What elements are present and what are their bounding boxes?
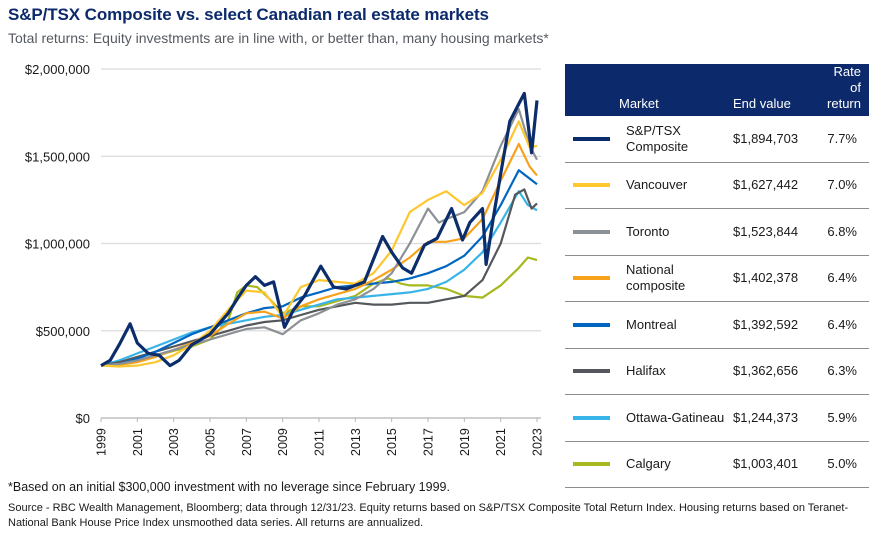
legend-market-ottawa-gatineau: Ottawa-Gatineau [626, 394, 727, 442]
y-tick-label: $1,000,000 [25, 237, 90, 252]
series-line-toronto [100, 108, 538, 367]
legend-end-value: $1,523,844 [727, 208, 821, 256]
source-note: Source - RBC Wealth Management, Bloomber… [8, 502, 849, 529]
series-line-national-composite [100, 142, 538, 367]
series-line-ottawa-gatineau [100, 190, 538, 367]
legend-end-value: $1,003,401 [727, 441, 821, 488]
legend-swatch [565, 116, 627, 163]
legend-row: Toronto $1,523,844 6.8% [565, 208, 869, 256]
legend-header-rate-line1: Rate of [833, 64, 861, 95]
legend-rate: 5.0% [821, 441, 869, 488]
line-chart: $0 $500,000 $1,000,000 $1,500,000 $2,000,000… [25, 62, 545, 456]
x-tick-label: 2003 [167, 428, 181, 456]
legend-table: Market End value Rate of return S&P/TSX C… [565, 64, 869, 488]
legend-row: Ottawa-Gatineau $1,244,373 5.9% [565, 394, 869, 442]
legend-swatch [565, 348, 627, 395]
legend-row: S&P/TSX Composite $1,894,703 7.7% [565, 116, 869, 163]
legend-swatch [565, 301, 627, 349]
legend-header-rate: Rate of return [821, 64, 869, 116]
legend-row: National composite $1,402,378 6.4% [565, 255, 869, 302]
gridlines [101, 68, 541, 419]
series-line-s-p-tsx-composite [100, 91, 539, 368]
line-swatch-icon [573, 415, 610, 420]
series-lines [100, 91, 539, 368]
legend-swatch [565, 208, 627, 256]
legend-header-market: Market [565, 64, 727, 116]
x-tick-label: 2023 [531, 428, 545, 456]
x-tick-label: 2019 [458, 428, 472, 456]
legend-swatch [565, 394, 627, 442]
legend-rate: 7.0% [821, 162, 869, 209]
x-tick-label: 2021 [494, 428, 508, 456]
legend-market-toronto: Toronto [626, 208, 727, 256]
chart-title: S&P/TSX Composite vs. select Canadian re… [8, 5, 489, 24]
legend-end-value: $1,362,656 [727, 348, 821, 395]
x-axis: 1999 2001 2003 2005 2007 2009 2011 2013 2015 2017… [95, 418, 545, 456]
y-tick-label: $500,000 [36, 324, 90, 339]
legend-rate: 6.4% [821, 301, 869, 349]
legend-header-end-value: End value [727, 64, 821, 116]
legend-swatch [565, 441, 627, 488]
y-tick-label: $1,500,000 [25, 149, 90, 164]
legend-row: Halifax $1,362,656 6.3% [565, 348, 869, 395]
legend-header-rate-line2: return [827, 96, 861, 111]
x-tick-label: 2005 [204, 428, 218, 456]
legend-market-halifax: Halifax [626, 348, 727, 395]
legend-market-montreal: Montreal [626, 301, 727, 349]
legend-end-value: $1,244,373 [727, 394, 821, 442]
x-tick-label: 2001 [131, 428, 145, 456]
line-swatch-icon [573, 229, 610, 234]
legend-row: Calgary $1,003,401 5.0% [565, 441, 869, 488]
chart-subtitle: Total returns: Equity investments are in… [8, 30, 549, 46]
line-swatch-icon [573, 462, 610, 467]
series-line-montreal [100, 169, 538, 367]
line-swatch-icon [573, 322, 610, 327]
x-tick-label: 2015 [385, 428, 399, 456]
line-swatch-icon [573, 136, 610, 141]
legend-market-vancouver: Vancouver [626, 162, 727, 209]
legend-market-s-p-tsx-composite: S&P/TSX Composite [626, 116, 727, 163]
x-tick-label: 2007 [240, 428, 254, 456]
legend-end-value: $1,392,592 [727, 301, 821, 349]
legend-rate: 6.4% [821, 255, 869, 302]
legend-rate: 7.7% [821, 116, 869, 163]
legend-market-national-composite: National composite [626, 255, 727, 302]
legend-end-value: $1,402,378 [727, 255, 821, 302]
legend-end-value: $1,627,442 [727, 162, 821, 209]
line-swatch-icon [573, 276, 610, 281]
x-tick-label: 2013 [349, 428, 363, 456]
legend-end-value: $1,894,703 [727, 116, 821, 163]
x-tick-label: 2017 [422, 428, 436, 456]
x-tick-label: 2011 [313, 429, 327, 456]
x-tick-label: 1999 [95, 428, 109, 456]
line-swatch-icon [573, 369, 610, 374]
legend-swatch [565, 162, 627, 209]
legend-header-row: Market End value Rate of return [565, 64, 869, 116]
legend-market-calgary: Calgary [626, 441, 727, 488]
line-swatch-icon [573, 183, 610, 188]
legend-swatch [565, 255, 627, 302]
legend-rate: 5.9% [821, 394, 869, 442]
legend-rate: 6.8% [821, 208, 869, 256]
legend-row: Vancouver $1,627,442 7.0% [565, 162, 869, 209]
y-tick-label: $2,000,000 [25, 62, 90, 77]
footnote: *Based on an initial $300,000 investment… [8, 480, 450, 494]
y-tick-label: $0 [76, 411, 90, 426]
series-line-halifax [100, 188, 538, 367]
x-tick-label: 2009 [276, 428, 290, 456]
legend-row: Montreal $1,392,592 6.4% [565, 301, 869, 349]
y-axis: $0 $500,000 $1,000,000 $1,500,000 $2,000,000 [25, 62, 90, 426]
legend-rate: 6.3% [821, 348, 869, 395]
